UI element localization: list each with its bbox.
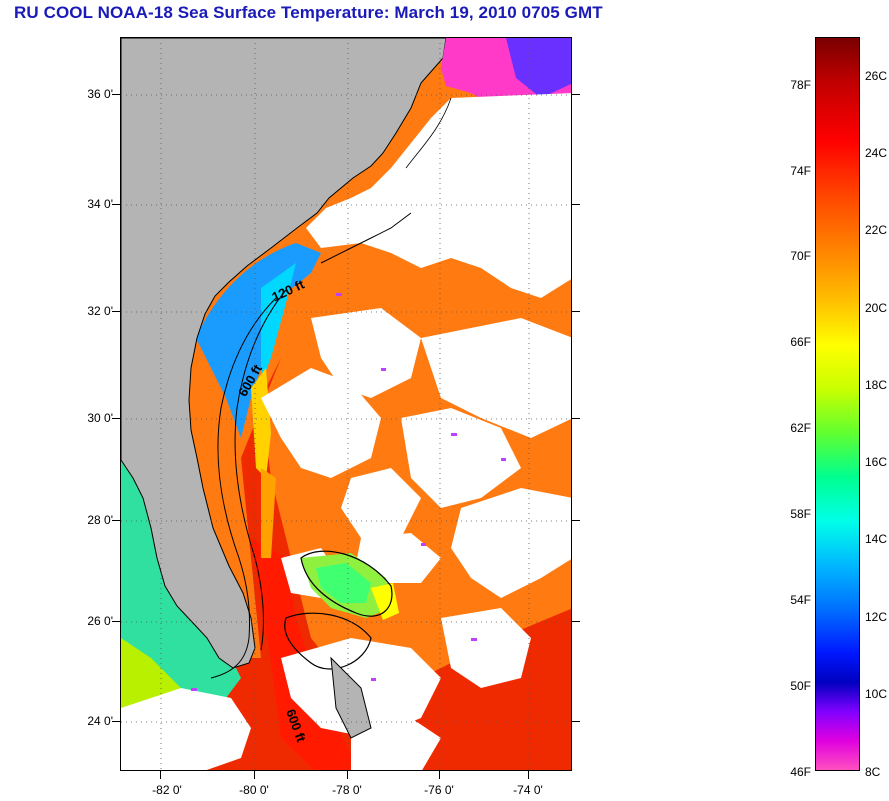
lon-label-76: -76 0'	[424, 783, 454, 797]
lon-tick	[254, 771, 255, 779]
lat-tick	[572, 721, 580, 722]
lat-tick	[112, 621, 120, 622]
lat-label-30: 30 0'	[87, 411, 113, 425]
legend-c-20: 20C	[865, 301, 888, 315]
legend-f-78: 78F	[790, 78, 811, 92]
legend-f-54: 54F	[790, 593, 811, 607]
lat-tick	[112, 311, 120, 312]
lon-label-80: -80 0'	[239, 783, 269, 797]
legend-f-70: 70F	[790, 249, 811, 263]
legend-f-74: 74F	[790, 164, 811, 178]
lat-label-36: 36 0'	[87, 87, 113, 101]
legend-f-46: 46F	[790, 765, 811, 779]
legend-c-12: 12C	[865, 610, 888, 624]
lon-label-74: -74 0'	[513, 783, 543, 797]
lat-tick	[112, 204, 120, 205]
lat-tick	[572, 418, 580, 419]
lat-tick	[112, 520, 120, 521]
lat-tick	[572, 311, 580, 312]
lat-tick	[112, 418, 120, 419]
legend-c-16: 16C	[865, 455, 888, 469]
legend-c-14: 14C	[865, 532, 888, 546]
lon-tick	[528, 771, 529, 779]
lat-tick	[572, 621, 580, 622]
sst-map: 120 ft 600 ft 600 ft	[120, 37, 572, 771]
legend-c-24: 24C	[865, 146, 888, 160]
lon-tick	[439, 771, 440, 779]
temperature-color-scale	[815, 37, 860, 771]
legend-f-62: 62F	[790, 421, 811, 435]
lat-label-34: 34 0'	[87, 197, 113, 211]
map-title: RU COOL NOAA-18 Sea Surface Temperature:…	[14, 3, 603, 22]
lat-tick	[572, 204, 580, 205]
sst-map-image	[121, 38, 571, 770]
legend-f-58: 58F	[790, 507, 811, 521]
lat-label-26: 26 0'	[87, 614, 113, 628]
lon-tick	[347, 771, 348, 779]
lon-tick	[160, 771, 161, 779]
lat-tick	[572, 94, 580, 95]
legend-c-8: 8C	[865, 765, 881, 779]
lat-label-32: 32 0'	[87, 304, 113, 318]
legend-c-26: 26C	[865, 69, 888, 83]
lat-tick	[572, 520, 580, 521]
legend-c-10: 10C	[865, 687, 888, 701]
legend-f-50: 50F	[790, 679, 811, 693]
lat-label-28: 28 0'	[87, 513, 113, 527]
lat-label-24: 24 0'	[87, 714, 113, 728]
legend-c-18: 18C	[865, 378, 888, 392]
lat-tick	[112, 721, 120, 722]
legend-c-22: 22C	[865, 223, 888, 237]
legend-f-66: 66F	[790, 335, 811, 349]
lat-tick	[112, 94, 120, 95]
lon-label-78: -78 0'	[332, 783, 362, 797]
lon-label-82: -82 0'	[152, 783, 182, 797]
